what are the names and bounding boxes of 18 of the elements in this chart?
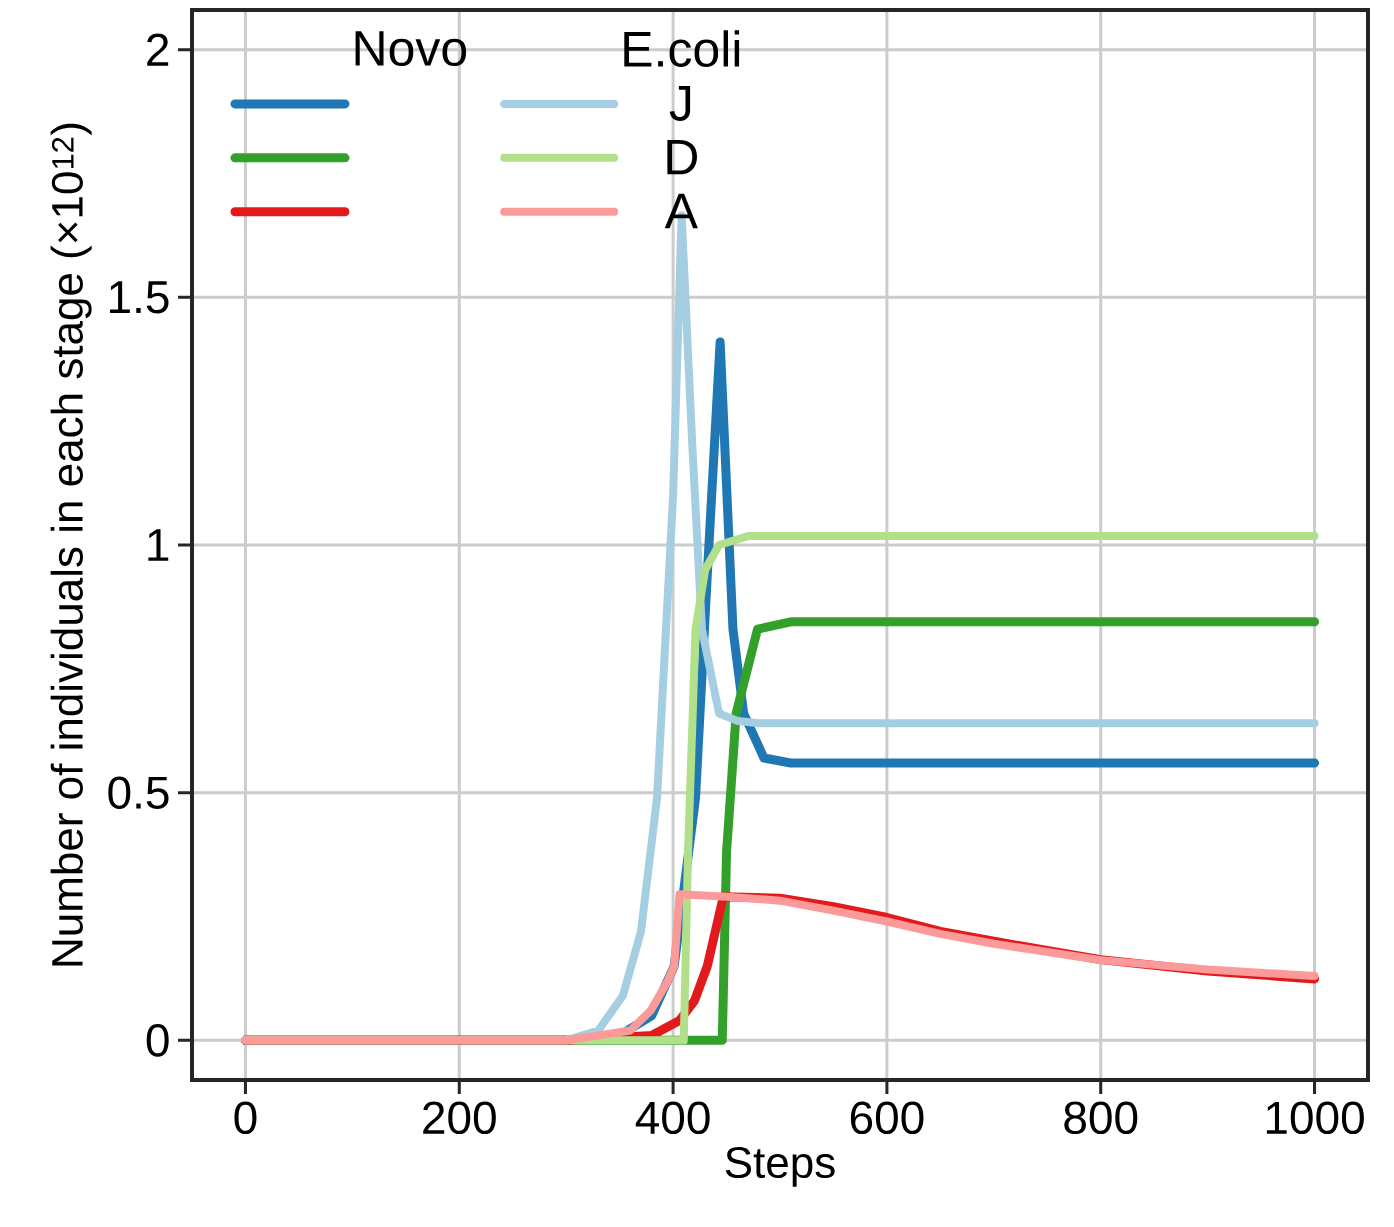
- annotation: Novo: [355, 31, 467, 67]
- y-tick-label: 1.5: [110, 281, 169, 314]
- y-axis-title: Number of individuals in each stage (×10$^{12}$): [50, 123, 92, 966]
- x-tick-label: 200: [423, 1101, 496, 1135]
- x-tick-label: 800: [1064, 1101, 1138, 1135]
- x-tick-label: 400: [635, 1101, 710, 1135]
- x-tick-label: 0: [234, 1101, 257, 1135]
- y-tick-label: 0.5: [108, 776, 169, 809]
- x-tick-label: 1000: [1266, 1101, 1364, 1135]
- legend-label: A: [664, 193, 698, 229]
- legend-label: J: [669, 86, 691, 121]
- legend-label: D: [667, 139, 697, 175]
- annotation: E.coli: [624, 30, 740, 67]
- x-axis-title: Steps: [725, 1146, 835, 1187]
- y-tick-label: 0: [146, 1024, 169, 1057]
- y-tick-label: 1: [148, 529, 169, 561]
- y-tick-label: 2: [147, 33, 169, 66]
- x-tick-label: 600: [850, 1101, 924, 1135]
